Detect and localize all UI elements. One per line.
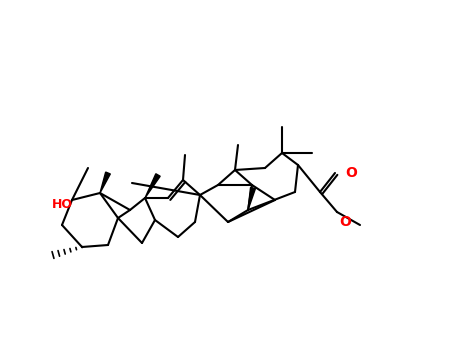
Text: O: O (339, 215, 351, 229)
Polygon shape (145, 174, 160, 198)
Text: HO: HO (51, 198, 72, 211)
Polygon shape (248, 188, 255, 210)
Polygon shape (100, 172, 110, 193)
Text: O: O (345, 166, 357, 180)
